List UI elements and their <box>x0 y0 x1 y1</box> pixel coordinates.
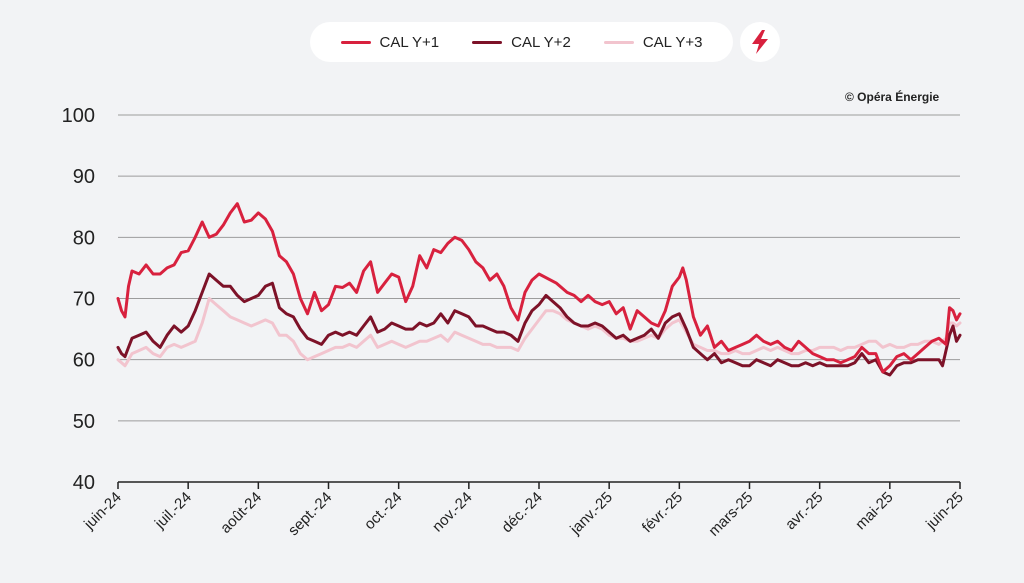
legend-item-cal-y3[interactable]: CAL Y+3 <box>603 33 703 51</box>
x-tick-label-1: juil.-24 <box>151 489 195 533</box>
x-tick-label-0: juin-24 <box>80 489 125 534</box>
x-tick-label-4: oct.-24 <box>361 489 405 533</box>
y-tick-label-100: 100 <box>62 105 95 127</box>
x-tick-label-6: déc.-24 <box>498 489 545 536</box>
x-tick-label-10: avr.-25 <box>782 489 826 533</box>
x-tick-label-11: mai-25 <box>852 489 896 533</box>
series-line-cal-y-2 <box>116 272 962 377</box>
series-line-cal-y-3 <box>116 297 962 368</box>
legend-label-cal-y2: CAL Y+2 <box>511 33 571 51</box>
y-tick-label-90: 90 <box>73 166 95 188</box>
series-line-cal-y-1 <box>116 202 962 374</box>
x-tick-label-7: janv.-25 <box>566 489 616 539</box>
legend-swatch-cal-y1 <box>340 40 371 44</box>
legend-label-cal-y1: CAL Y+1 <box>379 33 440 51</box>
x-tick-label-2: août-24 <box>217 489 265 537</box>
legend-label-cal-y3: CAL Y+3 <box>642 33 703 51</box>
x-tick-label-9: mars-25 <box>705 489 756 540</box>
legend-item-cal-y2[interactable]: CAL Y+2 <box>472 34 571 51</box>
legend-item-cal-y1[interactable]: CAL Y+1 <box>340 33 440 51</box>
electricity-badge[interactable] <box>740 22 780 62</box>
copyright-text: © Opéra Énergie <box>845 90 940 104</box>
x-tick-label-5: nov.-24 <box>429 489 476 536</box>
legend-swatch-cal-y3 <box>603 40 634 44</box>
lightning-bolt-icon <box>752 30 768 54</box>
legend-swatch-cal-y2 <box>472 40 503 44</box>
y-tick-label-70: 70 <box>73 289 95 311</box>
chart-legend: CAL Y+1 CAL Y+2 CAL Y+3 <box>310 22 733 62</box>
x-tick-label-3: sept.-24 <box>285 489 335 539</box>
x-tick-label-8: févr.-25 <box>639 489 686 536</box>
x-tick-label-12: juin-25 <box>922 489 967 534</box>
y-tick-label-80: 80 <box>73 227 95 249</box>
y-tick-label-60: 60 <box>73 350 95 372</box>
y-tick-label-40: 40 <box>73 472 95 494</box>
y-tick-label-50: 50 <box>73 411 95 433</box>
